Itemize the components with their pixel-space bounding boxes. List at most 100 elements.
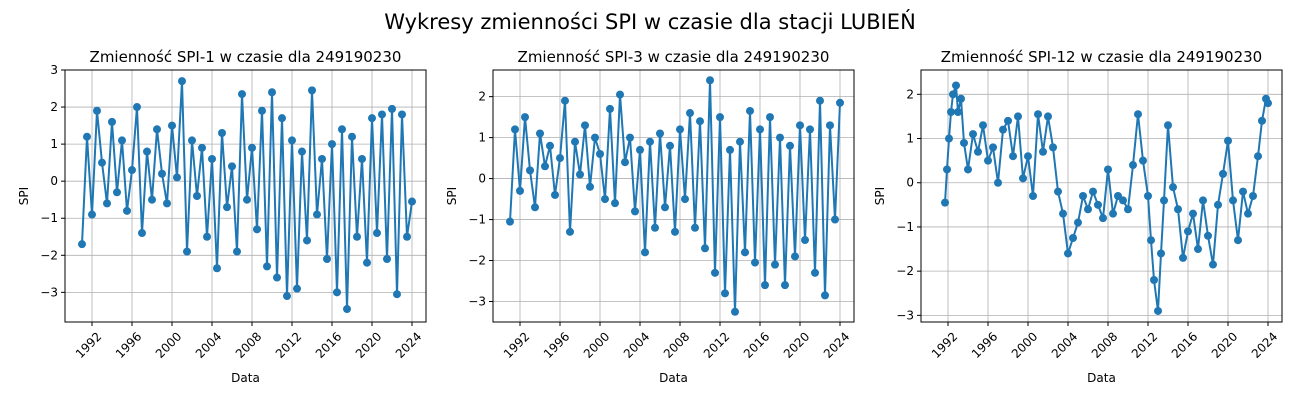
data-point [1094,200,1102,209]
data-point [945,134,953,143]
data-point [556,154,564,163]
data-point [796,121,804,130]
data-point [736,137,744,146]
data-point [1184,227,1192,236]
data-point [1239,187,1247,196]
data-point [258,106,266,115]
y-axis-label: SPI [873,187,887,205]
data-point [98,158,106,167]
data-point [766,113,774,122]
data-point [621,158,629,167]
data-point [93,106,101,115]
data-point [118,136,126,145]
data-point [969,130,977,139]
data-point [596,150,604,158]
x-axis-label: Data [231,371,260,385]
data-point [238,90,246,99]
data-point [531,203,539,212]
data-point [801,236,809,245]
data-point [1014,112,1022,121]
data-point [368,114,376,123]
data-point [506,217,514,226]
data-point [716,113,724,122]
data-point [263,262,271,271]
data-point [198,143,206,152]
data-point [78,240,86,249]
data-point [666,141,674,150]
data-point [954,108,962,116]
data-point [1054,187,1062,196]
data-point [273,273,281,282]
data-point [756,125,764,134]
data-point [333,288,341,297]
data-point [383,255,391,263]
data-point [233,247,241,256]
data-point [994,178,1002,187]
data-point [751,258,759,267]
x-axis-label: Data [659,371,688,385]
data-point [1209,260,1217,269]
data-point [611,199,619,208]
y-tick-label: −1 [40,211,58,225]
data-point [1069,234,1077,242]
data-point [353,232,361,241]
data-point [1034,110,1042,119]
data-point [1039,147,1047,156]
data-point [651,223,659,232]
data-point [1124,205,1132,214]
data-point [806,125,814,134]
data-point [308,86,316,95]
data-point [1134,110,1142,119]
data-point [393,290,401,299]
y-tick-label: 0 [478,172,486,186]
data-point [363,258,371,267]
data-point [1024,152,1032,161]
data-point [1064,249,1072,258]
data-point [1150,276,1158,284]
data-point [278,114,286,123]
data-point [606,104,614,113]
data-point [1084,205,1092,214]
data-point [163,199,171,208]
data-point [1009,152,1017,161]
data-point [1029,192,1037,200]
data-point [546,141,554,150]
data-point [283,292,291,301]
data-point [248,143,256,152]
data-point [964,165,972,174]
data-point [208,154,216,163]
data-point [941,198,949,207]
data-point [213,264,221,273]
figure-suptitle: Wykresy zmienności SPI w czasie dla stac… [384,9,916,34]
data-point [989,143,997,152]
data-point [313,210,321,219]
data-point [656,129,664,138]
data-point [113,188,121,197]
data-point [526,166,534,175]
panel-title: Zmienność SPI-3 w czasie dla 249190230 [518,48,830,66]
data-point [676,125,684,134]
data-point [338,125,346,134]
data-point [746,106,754,115]
data-point [646,137,654,146]
data-point [1199,196,1207,205]
data-point [298,147,306,156]
data-point [168,121,176,130]
data-point [1089,187,1097,196]
data-point [288,136,296,145]
data-point [348,132,356,141]
data-point [268,88,276,97]
axes-frame [492,69,855,323]
data-point [1214,200,1222,209]
data-point [1139,156,1147,165]
panel-title: Zmienność SPI-1 w czasie dla 249190230 [90,48,402,66]
y-tick-label: −1 [896,220,914,234]
data-point [711,268,719,277]
data-point [974,147,982,156]
data-point [1104,165,1112,174]
data-point [1244,209,1252,218]
data-point [786,141,794,150]
data-point [243,195,251,204]
data-point [536,129,544,138]
data-point [706,76,714,85]
